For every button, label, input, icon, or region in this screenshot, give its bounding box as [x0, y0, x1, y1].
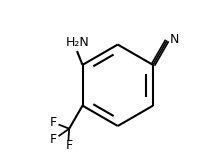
- Text: F: F: [50, 133, 57, 146]
- Text: F: F: [66, 139, 73, 152]
- Text: N: N: [170, 33, 179, 46]
- Text: F: F: [50, 116, 57, 129]
- Text: H₂N: H₂N: [66, 36, 90, 49]
